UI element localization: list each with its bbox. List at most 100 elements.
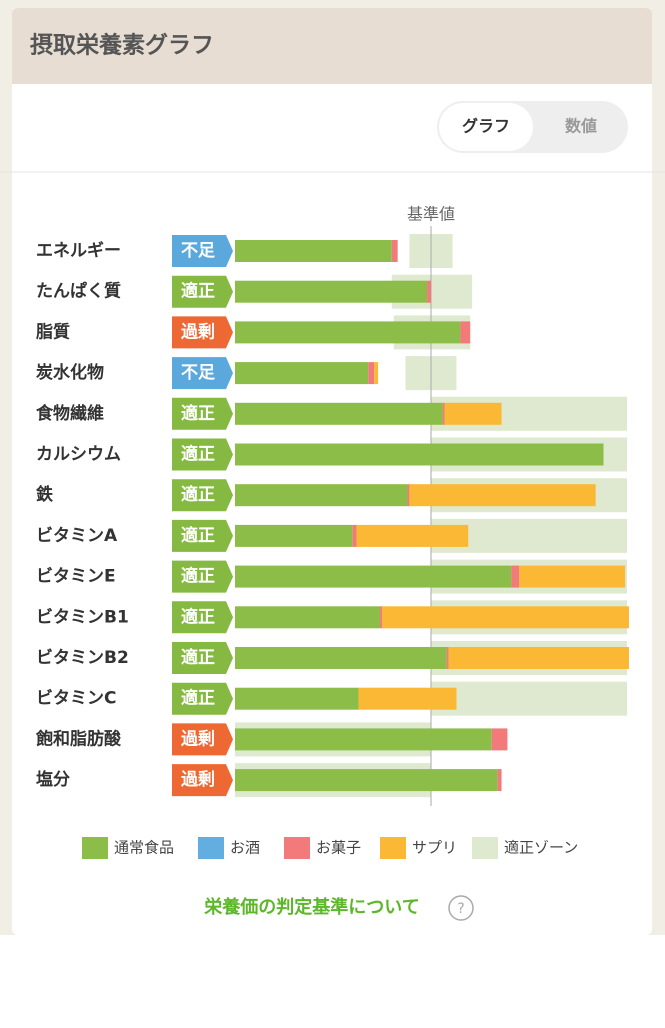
toggle-option[interactable]: グラフ xyxy=(462,117,510,136)
category-label: ビタミンE xyxy=(36,567,116,587)
bar-segment xyxy=(391,240,398,262)
help-icon-mark: ? xyxy=(457,901,464,917)
bar-segment xyxy=(382,606,629,629)
status-badge xyxy=(172,316,233,349)
bar-segment xyxy=(235,687,359,710)
status-label: 過剰 xyxy=(181,770,215,790)
bar-segment xyxy=(407,484,410,507)
bar-segment xyxy=(352,524,357,547)
status-label: 不足 xyxy=(181,241,215,261)
legend: 通常食品 お酒 お菓子 サプリ 適正ゾーン xyxy=(82,837,578,859)
bar-segment xyxy=(448,647,629,669)
status-badge xyxy=(172,438,233,471)
status-badge xyxy=(172,682,233,715)
category-label: 脂質 xyxy=(36,321,70,342)
status-label: 過剰 xyxy=(181,322,215,342)
bar-segment xyxy=(519,565,626,588)
bar-segment xyxy=(374,362,379,385)
status-label: 不足 xyxy=(181,363,215,383)
legend-swatch xyxy=(380,837,406,859)
status-badge xyxy=(172,642,233,674)
category-label: ビタミンA xyxy=(36,526,118,546)
bar-segment xyxy=(491,728,508,751)
status-badge xyxy=(172,275,233,308)
bar-segment xyxy=(446,647,449,669)
bar-segment xyxy=(442,402,445,425)
category-label: ビタミンB1 xyxy=(36,607,129,627)
category-label: 炭水化物 xyxy=(36,362,104,383)
status-label: 過剰 xyxy=(181,729,215,749)
category-label: ビタミンB2 xyxy=(36,648,129,668)
status-badge xyxy=(172,235,233,267)
status-badge xyxy=(172,601,233,634)
reference-label: 基準値 xyxy=(407,205,455,224)
bar-segment xyxy=(356,524,469,547)
bar-segment xyxy=(235,484,408,507)
category-label: 食物繊維 xyxy=(36,403,104,424)
status-label: 適正 xyxy=(181,484,215,505)
category-label: たんぱく質 xyxy=(36,281,121,302)
legend-swatch xyxy=(198,837,224,859)
legend-label: お酒 xyxy=(230,839,260,857)
bar-segment xyxy=(511,565,520,588)
card-header xyxy=(12,8,652,84)
toggle-active[interactable] xyxy=(439,103,533,151)
category-label: 塩分 xyxy=(36,769,70,790)
legend-swatch xyxy=(82,837,108,859)
category-label: エネルギー xyxy=(36,241,121,261)
bar-segment xyxy=(427,280,431,303)
status-label: 適正 xyxy=(181,281,215,302)
bar-segment xyxy=(235,362,369,385)
status-badge xyxy=(172,519,233,552)
zone xyxy=(431,681,627,716)
legend-label: 適正ゾーン xyxy=(504,839,578,857)
status-badge xyxy=(172,479,233,512)
legend-label: サプリ xyxy=(412,839,457,857)
legend-label: 通常食品 xyxy=(114,839,174,857)
bar-segment xyxy=(235,402,443,425)
status-label: 適正 xyxy=(181,566,215,587)
criteria-link[interactable]: 栄養価の判定基準について xyxy=(203,896,419,918)
bar-segment xyxy=(358,687,457,710)
legend-label: お菓子 xyxy=(316,839,361,857)
bar-segment xyxy=(235,280,428,303)
status-badge xyxy=(172,764,233,797)
bar-segment xyxy=(380,606,382,629)
toggle-option[interactable]: 数値 xyxy=(565,117,597,136)
bar-segment xyxy=(497,769,502,792)
bar-segment xyxy=(409,484,596,507)
bar-segment xyxy=(235,647,447,669)
category-label: カルシウム xyxy=(36,445,121,465)
status-badge xyxy=(172,723,233,756)
bar-segment xyxy=(235,606,381,629)
status-label: 適正 xyxy=(181,606,215,627)
bar-segment xyxy=(235,321,461,344)
help-icon[interactable] xyxy=(448,895,474,921)
bar-segment xyxy=(460,321,471,344)
status-label: 適正 xyxy=(181,403,215,424)
bar-segment xyxy=(444,402,502,425)
legend-swatch xyxy=(472,837,498,859)
status-badge xyxy=(172,357,233,390)
category-label: ビタミンC xyxy=(36,689,116,709)
bar-segment xyxy=(368,362,375,385)
legend-swatch xyxy=(284,837,310,859)
status-badge xyxy=(172,560,233,593)
bar-segment xyxy=(235,728,492,751)
status-label: 適正 xyxy=(181,688,215,709)
category-label: 飽和脂肪酸 xyxy=(35,728,122,749)
bar-segment xyxy=(235,240,392,262)
status-label: 適正 xyxy=(181,525,215,546)
status-badge xyxy=(172,397,233,430)
bar-segment xyxy=(235,769,498,792)
bar-segment xyxy=(235,443,604,466)
bar-segment xyxy=(235,565,512,588)
status-label: 適正 xyxy=(181,647,215,668)
bar-segment xyxy=(235,524,353,547)
status-label: 適正 xyxy=(181,444,215,465)
category-label: 鉄 xyxy=(36,484,53,505)
header-title: 摂取栄養素グラフ xyxy=(30,32,214,59)
